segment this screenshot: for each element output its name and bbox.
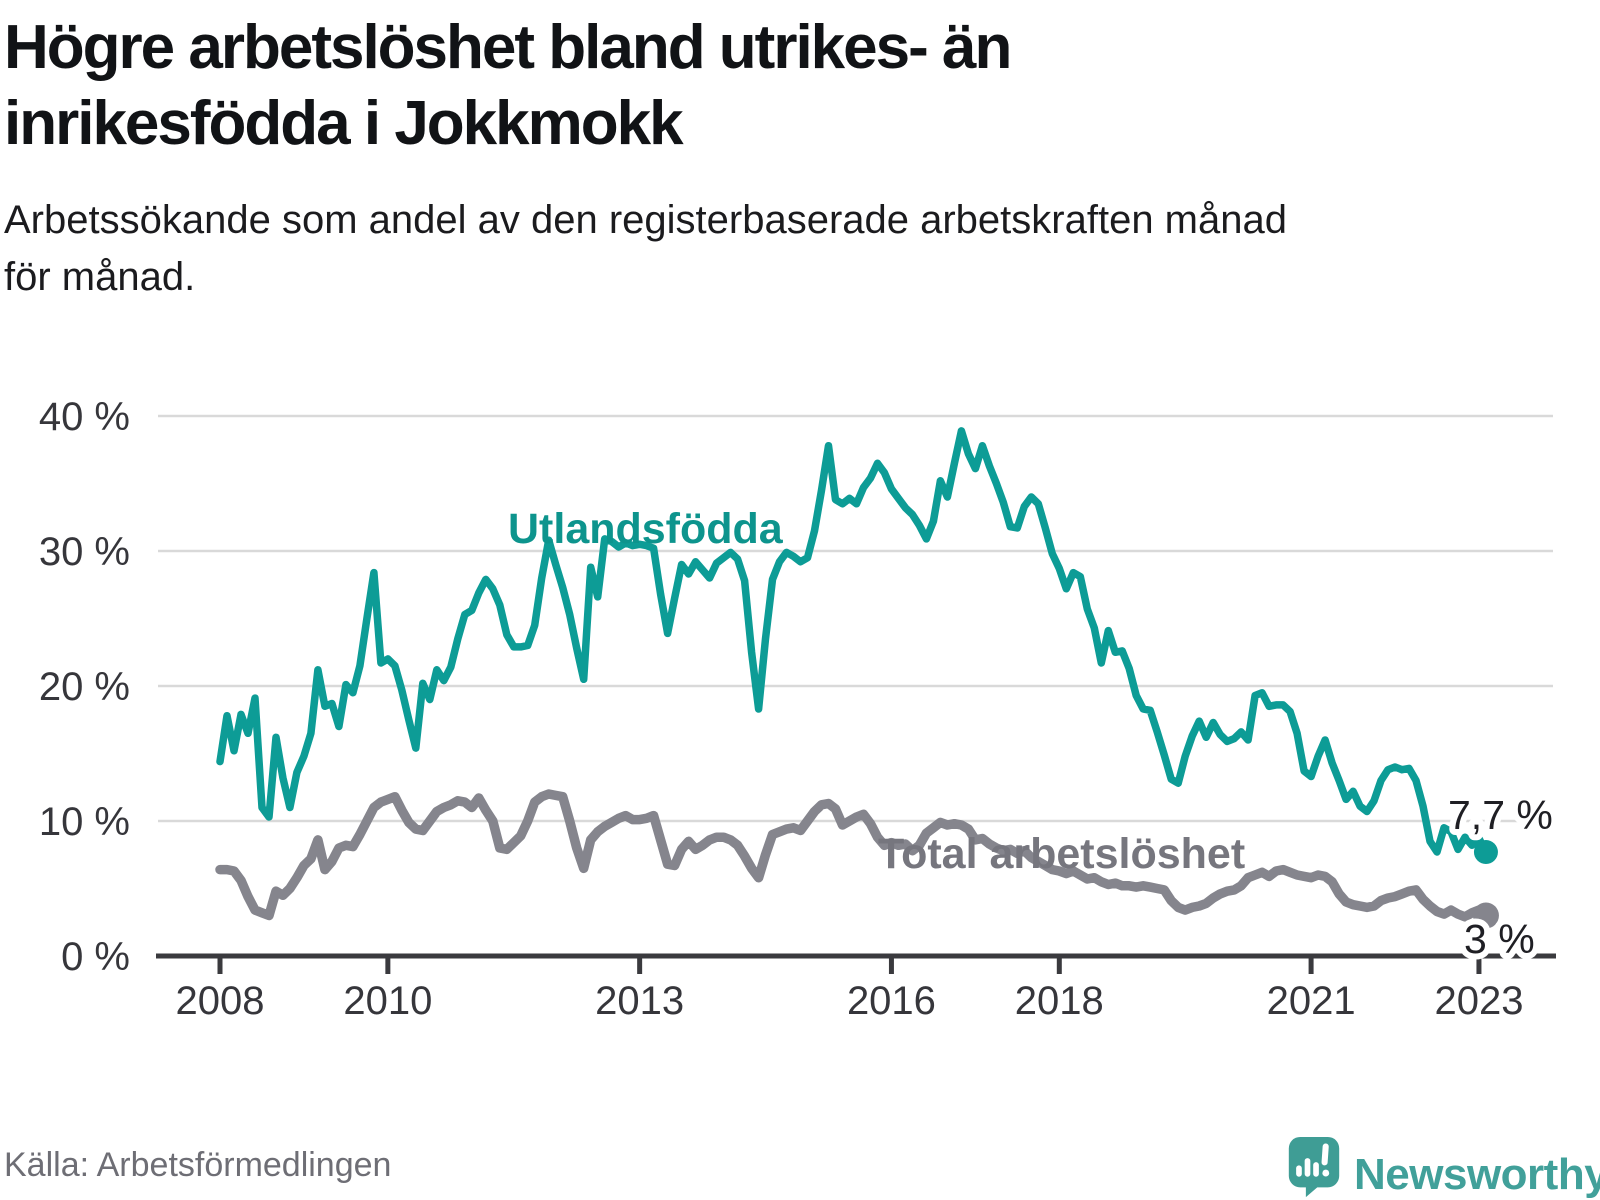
y-axis-label-20: 20 % xyxy=(39,665,130,709)
logo-exclamation-dot xyxy=(1322,1169,1330,1177)
end-value-label-utlandsfodda: 7,7 % xyxy=(1448,792,1553,838)
x-axis-label-2023: 2023 xyxy=(1434,979,1523,1023)
title-line-2: inrikesfödda i Jokkmokk xyxy=(4,89,684,158)
series-end-dot-total xyxy=(1472,902,1499,929)
logo-bar-2 xyxy=(1304,1158,1311,1177)
x-axis-label-2010: 2010 xyxy=(343,979,432,1023)
series-lines xyxy=(215,427,1491,922)
x-axis-labels: 2008 2010 2013 2016 2018 2021 2023 xyxy=(176,979,1524,1023)
end-value-label-total: 3 % xyxy=(1464,916,1535,962)
source-credit: Källa: Arbetsförmedlingen xyxy=(4,1146,392,1184)
x-axis-ticks xyxy=(217,956,1482,974)
x-axis-label-2016: 2016 xyxy=(847,979,936,1023)
series-line-utlandsfodda xyxy=(216,427,1490,856)
logo-bar-1 xyxy=(1296,1165,1302,1177)
series-end-dots xyxy=(1472,840,1499,929)
y-axis-label-10: 10 % xyxy=(39,800,130,844)
x-axis-label-2021: 2021 xyxy=(1267,979,1356,1023)
series-line-total xyxy=(215,789,1491,922)
subtitle-line-1: Arbetssökande som andel av den registerb… xyxy=(4,198,1287,242)
y-axis-label-30: 30 % xyxy=(39,530,130,574)
logo-bar-3 xyxy=(1313,1162,1319,1177)
page-title: Högre arbetslöshet bland utrikes- än inr… xyxy=(4,10,1564,162)
y-axis-label-0: 0 % xyxy=(61,935,130,979)
end-value-labels: 3 % 7,7 % xyxy=(1442,786,1559,968)
x-axis-label-2013: 2013 xyxy=(595,979,684,1023)
series-labels: Utlandsfödda Total arbetslöshet xyxy=(508,505,1245,878)
newsworthy-logo-icon xyxy=(1288,1136,1340,1198)
title-line-1: Högre arbetslöshet bland utrikes- än xyxy=(4,13,1012,82)
series-end-dot-utlandsfodda xyxy=(1473,840,1498,865)
subtitle-line-2: för månad. xyxy=(4,255,196,299)
y-axis-labels: 0 % 10 % 20 % 30 % 40 % xyxy=(39,395,130,979)
logo-exclamation-bar xyxy=(1321,1143,1329,1166)
series-label-total-arbetsloshet: Total arbetslöshet xyxy=(878,830,1245,878)
chart-subtitle: Arbetssökande som andel av den registerb… xyxy=(4,192,1564,306)
x-axis-label-2018: 2018 xyxy=(1015,979,1104,1023)
y-axis-label-40: 40 % xyxy=(39,395,130,439)
series-label-utlandsfodda: Utlandsfödda xyxy=(508,505,784,553)
x-axis-label-2008: 2008 xyxy=(176,979,265,1023)
newsworthy-brand-text: Newsworthy xyxy=(1354,1150,1600,1199)
